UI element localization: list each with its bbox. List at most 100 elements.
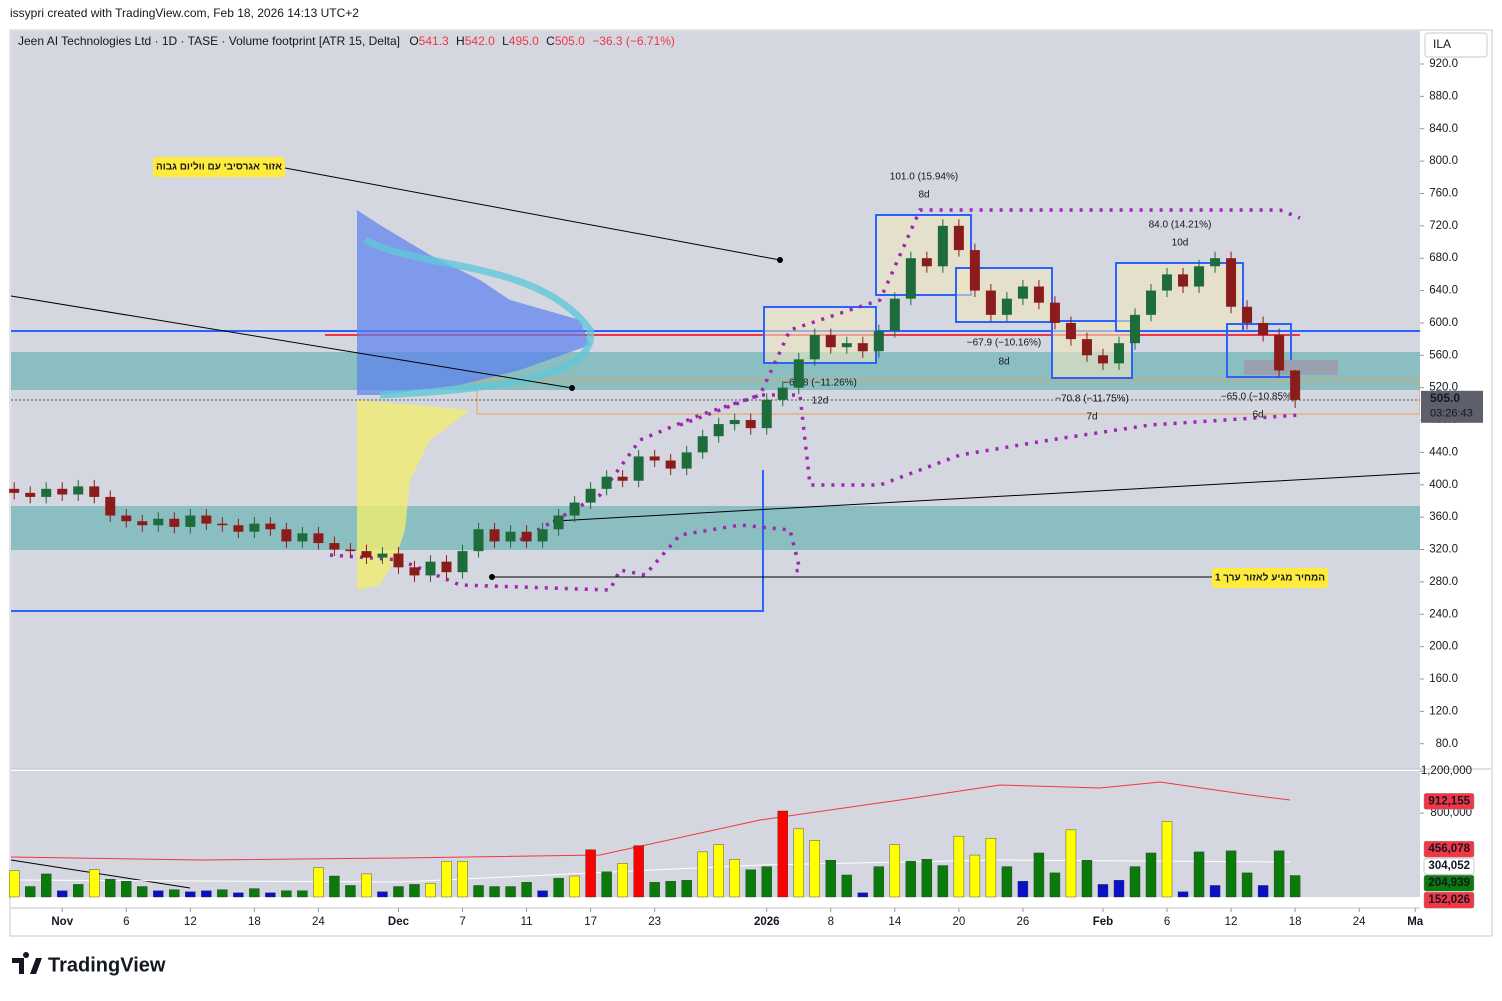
volume-bar	[217, 889, 228, 898]
candle-body	[1146, 290, 1157, 315]
volume-ma	[10, 859, 1291, 883]
measure: −69.8 (−11.26%)	[783, 378, 857, 389]
x-tick-label: 18	[1289, 916, 1302, 928]
candle-body	[489, 529, 500, 542]
x-tick-label: 24	[312, 916, 325, 928]
volume-bar	[329, 875, 340, 898]
volume-bar	[281, 890, 292, 898]
volume-bar	[1097, 884, 1109, 898]
volume-bar	[1129, 866, 1141, 898]
volume-bar	[25, 886, 36, 898]
x-tick-label: 14	[888, 916, 901, 928]
candle-body	[217, 523, 228, 526]
volume-bar	[41, 873, 52, 898]
candle-body	[841, 343, 852, 348]
candle-body	[1258, 322, 1269, 336]
volume-bar	[377, 891, 388, 898]
y-tick-label: 680.0	[1429, 252, 1458, 264]
candle-body	[633, 456, 644, 481]
candle-body	[425, 561, 436, 576]
trend-lines	[10, 167, 1421, 889]
candle-body	[1242, 306, 1253, 323]
volume-bar	[1193, 851, 1205, 898]
volume-bar	[697, 851, 708, 898]
volume-bar	[473, 885, 484, 898]
candle-body	[761, 399, 772, 429]
volume-bar	[393, 886, 404, 898]
candle-body	[441, 561, 452, 573]
y-tick-label: 520.0	[1429, 382, 1458, 394]
candle-body	[185, 515, 196, 527]
volume-bar	[889, 844, 901, 898]
volume-bar	[569, 875, 580, 898]
volume-bar	[137, 886, 148, 898]
candle-body	[89, 486, 100, 497]
x-tick-label: 12	[1225, 916, 1238, 928]
x-tick-label: 23	[648, 916, 661, 928]
candle-body	[121, 515, 132, 522]
candle-body	[937, 225, 948, 267]
candle-body	[649, 456, 660, 461]
legend-label: H	[456, 34, 465, 48]
candle-body	[473, 529, 484, 552]
candle-body	[233, 525, 244, 532]
candle-body	[969, 250, 980, 291]
candle-body	[505, 531, 516, 542]
volume-bar	[1161, 821, 1173, 898]
volume-bar	[761, 866, 772, 898]
volume-label: 204,939	[1428, 877, 1470, 889]
measure: 10d	[1172, 238, 1189, 249]
volume-bar	[617, 863, 628, 898]
candle-body	[201, 515, 212, 524]
volume-bar	[441, 861, 452, 898]
chart-title: Jeen AI Technologies Ltd · 1D · TASE · V…	[18, 34, 400, 48]
x-tick-label: 7	[459, 916, 465, 928]
candle-body	[697, 436, 708, 453]
annotation: אזור אגרסיבי עם ווליום גבוה	[156, 161, 282, 173]
candle-body	[1033, 286, 1044, 303]
candle-body	[1081, 339, 1092, 356]
y-tick-label: 240.0	[1429, 608, 1458, 620]
volume-bar	[553, 877, 564, 898]
candle-body	[1001, 298, 1012, 315]
volume-bar	[345, 885, 356, 898]
volume-bar	[825, 860, 836, 898]
legend-value: 542.0	[465, 34, 495, 48]
volume-bar	[1289, 875, 1301, 898]
volume-tick-label: 800,000	[1430, 807, 1472, 819]
candle-body	[617, 476, 628, 481]
volume-bar	[313, 867, 324, 898]
legend-label: O	[409, 34, 418, 48]
y-tick-label: 560.0	[1429, 349, 1458, 361]
volume-bar	[1257, 885, 1269, 898]
candle-body	[169, 518, 180, 527]
volume-bar	[601, 871, 612, 898]
volume-bar	[745, 869, 756, 898]
x-tick-label: 6	[1164, 916, 1170, 928]
currency-button[interactable]	[1424, 32, 1488, 58]
y-tick-label: 80.0	[1436, 738, 1458, 750]
candle-body	[905, 258, 916, 299]
volume-bar	[9, 870, 20, 898]
volume-label-box	[1423, 891, 1475, 909]
measure: −67.9 (−10.16%)	[967, 338, 1042, 349]
volume-bar	[233, 892, 244, 898]
candle-body	[361, 551, 372, 558]
candle-body	[745, 420, 756, 429]
y-tick-label: 200.0	[1429, 641, 1458, 653]
credit: issypri created with TradingView.com, Fe…	[10, 6, 359, 20]
volume-bar	[457, 861, 468, 898]
logo: TradingView	[12, 952, 166, 976]
candle-body	[793, 359, 804, 388]
candle-body	[105, 496, 116, 516]
volume-label: 152,026	[1428, 894, 1470, 906]
candle-body	[665, 460, 676, 469]
volume-bar	[521, 882, 532, 898]
candle-body	[1097, 355, 1108, 364]
volume-bar	[649, 882, 660, 898]
volume-bar	[1065, 829, 1077, 898]
candle-body	[137, 521, 148, 526]
candle-body	[41, 488, 52, 497]
candle-body	[393, 553, 404, 568]
